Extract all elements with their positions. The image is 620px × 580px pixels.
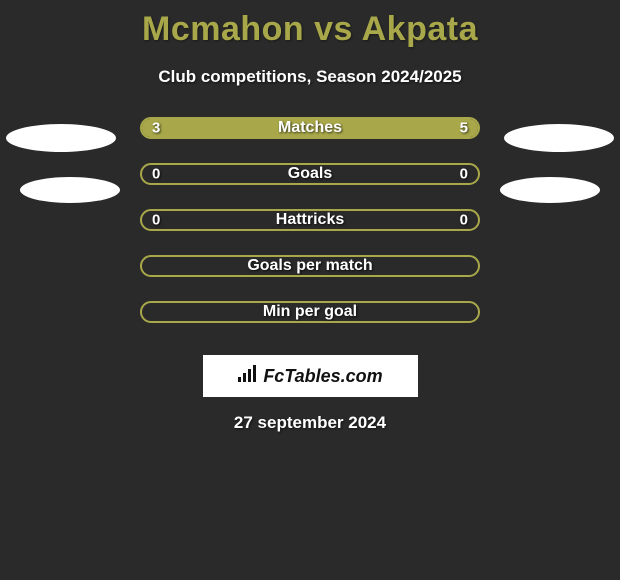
stat-row: Goals per match [0,255,620,301]
stat-row: 3 5 Matches [0,117,620,163]
stat-value-left: 0 [152,212,160,229]
comparison-card: Mcmahon vs Akpata Club competitions, Sea… [0,0,620,433]
logo-text: FcTables.com [263,366,382,387]
logo-chart-icon [237,365,259,388]
stat-value-right: 0 [460,212,468,229]
stat-value-left: 3 [152,120,160,137]
stat-row: 0 0 Hattricks [0,209,620,255]
stat-bar: 0 0 Hattricks [140,209,480,231]
stat-bar: 3 5 Matches [140,117,480,139]
stats-area: 3 5 Matches 0 0 Goals 0 0 Hattricks Goals per mat… [0,117,620,347]
subtitle: Club competitions, Season 2024/2025 [0,67,620,87]
stat-label: Goals per match [247,257,372,275]
page-title: Mcmahon vs Akpata [0,0,620,49]
logo-box: FcTables.com [203,355,418,397]
stat-row: Min per goal [0,301,620,347]
stat-row: 0 0 Goals [0,163,620,209]
stat-bar-fill-left [142,119,268,137]
stat-bar: Goals per match [140,255,480,277]
stat-label: Matches [278,119,342,137]
stat-value-right: 5 [460,120,468,137]
date-text: 27 september 2024 [0,413,620,433]
stat-label: Goals [288,165,332,183]
stat-value-right: 0 [460,166,468,183]
stat-label: Min per goal [263,303,357,321]
stat-label: Hattricks [276,211,344,229]
stat-bar: Min per goal [140,301,480,323]
stat-bar: 0 0 Goals [140,163,480,185]
stat-value-left: 0 [152,166,160,183]
